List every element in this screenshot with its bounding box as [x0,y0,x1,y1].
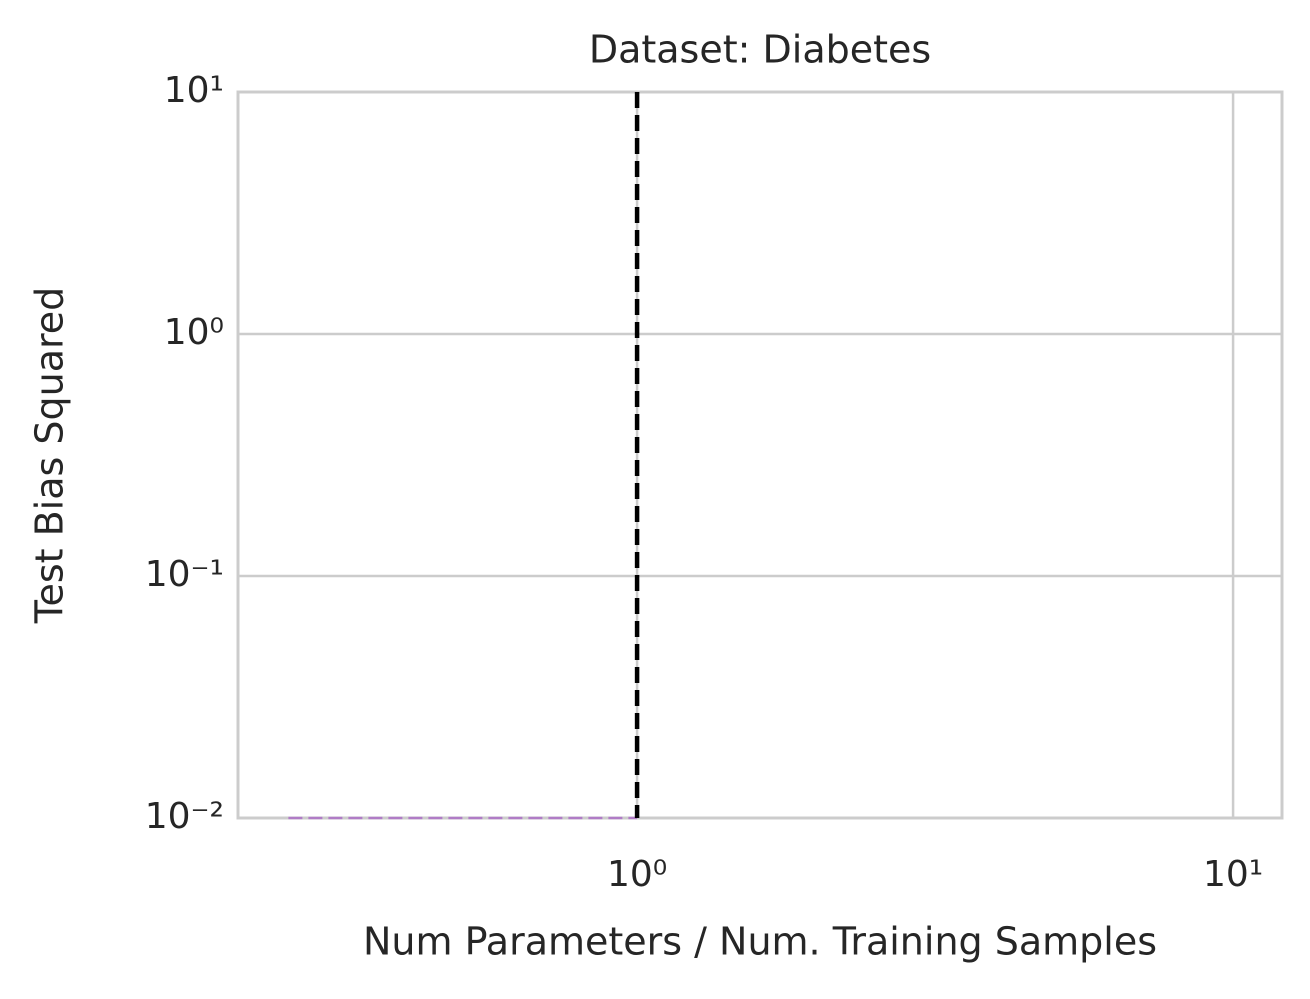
y-tick-label: 10⁻¹ [145,554,224,595]
y-tick-label: 10⁻² [145,796,224,837]
plot-frame [236,90,1284,820]
y-tick-label: 10⁰ [164,312,224,353]
x-tick-label: 10⁰ [607,854,667,895]
y-tick-label: 10¹ [164,70,224,111]
chart-title: Dataset: Diabetes [589,28,931,72]
x-tick-label: 10¹ [1203,854,1263,895]
y-axis-label: Test Bias Squared [28,287,72,625]
x-axis-label: Num Parameters / Num. Training Samples [363,920,1157,964]
